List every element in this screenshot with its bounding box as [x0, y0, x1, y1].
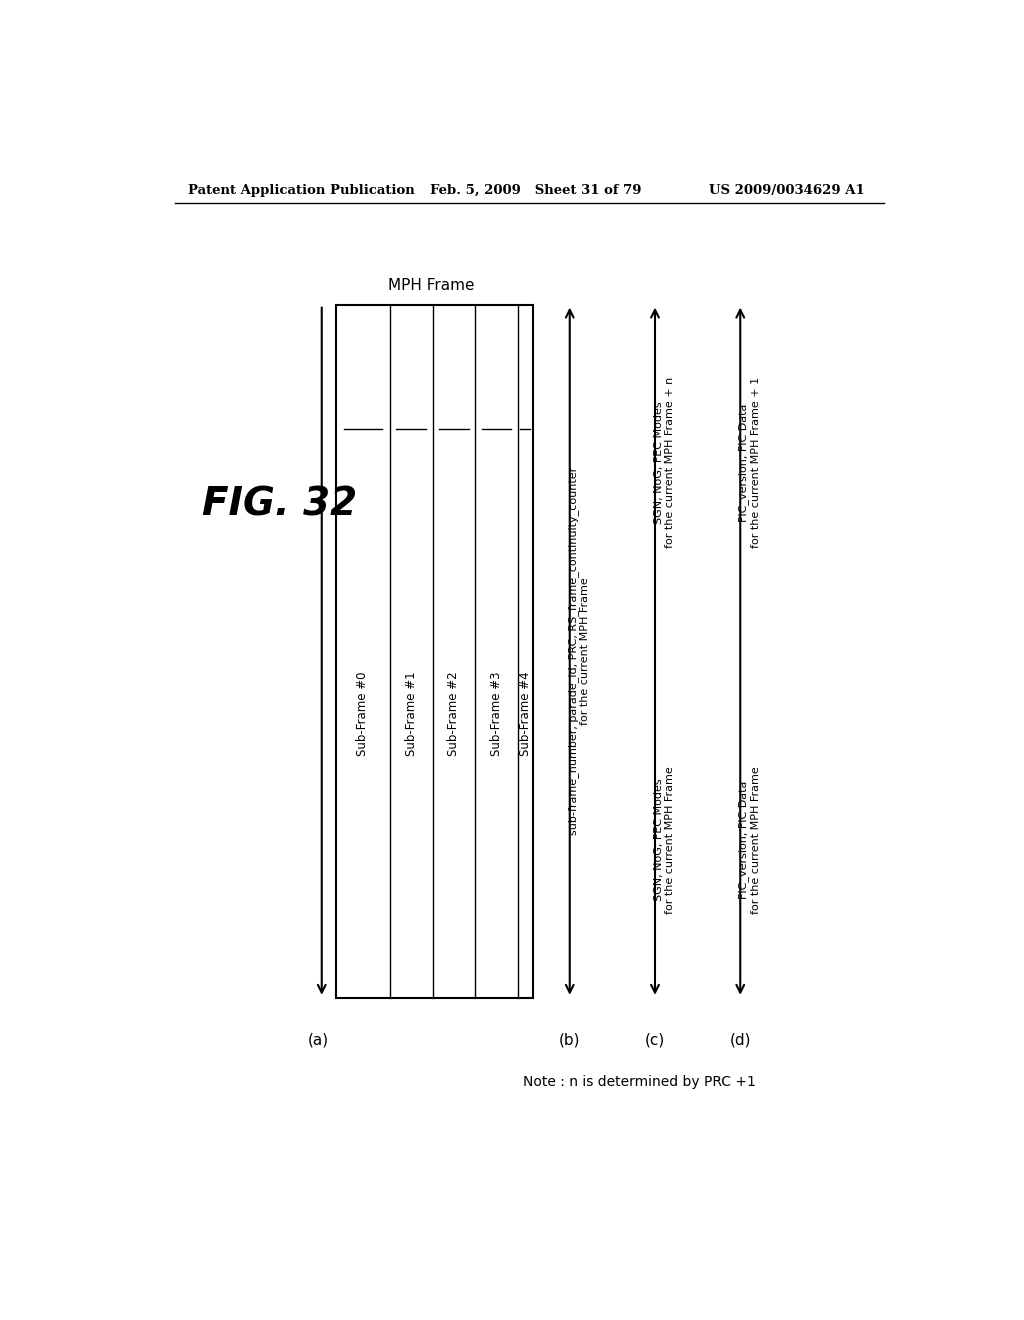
Text: Sub-Frame #1: Sub-Frame #1 [404, 672, 418, 756]
Text: FIC_version, FIC Data
for the current MPH Frame + 1: FIC_version, FIC Data for the current MP… [738, 378, 761, 548]
Text: MPH Frame: MPH Frame [388, 279, 474, 293]
Text: US 2009/0034629 A1: US 2009/0034629 A1 [710, 185, 865, 197]
Text: SGN, NoG, FEC Modes
for the current MPH Frame: SGN, NoG, FEC Modes for the current MPH … [653, 766, 675, 913]
Text: FIC_version, FIC Data
for the current MPH Frame: FIC_version, FIC Data for the current MP… [738, 766, 761, 913]
Text: Sub-Frame #4: Sub-Frame #4 [519, 672, 531, 756]
Text: Note : n is determined by PRC +1: Note : n is determined by PRC +1 [523, 1076, 756, 1089]
Text: Sub-Frame #3: Sub-Frame #3 [490, 672, 503, 756]
Text: (b): (b) [559, 1032, 581, 1048]
Text: FIG. 32: FIG. 32 [202, 486, 356, 524]
Text: SGN, NoG, FEC Modes
for the current MPH Frame + n: SGN, NoG, FEC Modes for the current MPH … [653, 378, 675, 548]
Text: (d): (d) [729, 1032, 751, 1048]
Text: (c): (c) [645, 1032, 666, 1048]
Text: Sub-Frame #0: Sub-Frame #0 [356, 672, 370, 756]
Text: Feb. 5, 2009   Sheet 31 of 79: Feb. 5, 2009 Sheet 31 of 79 [430, 185, 642, 197]
Bar [336, 305, 532, 998]
Text: Sub-Frame #2: Sub-Frame #2 [447, 672, 461, 756]
Text: (a): (a) [307, 1032, 329, 1048]
Text: sub-frame_number, parade_id, PRC, RS_frame_continuity_counter
for the current MP: sub-frame_number, parade_id, PRC, RS_fra… [567, 467, 590, 836]
Text: Patent Application Publication: Patent Application Publication [188, 185, 415, 197]
